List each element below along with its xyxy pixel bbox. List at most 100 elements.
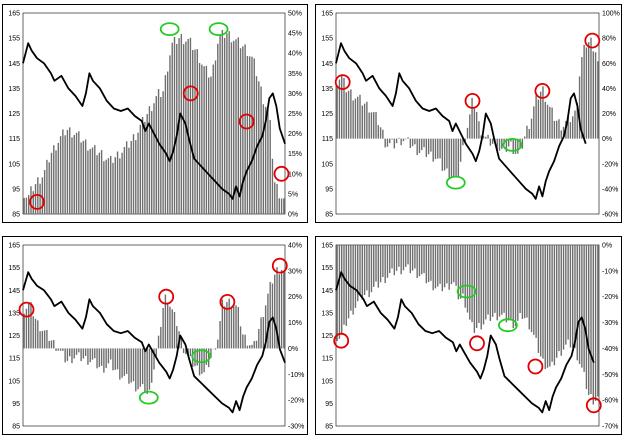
bar (565, 245, 567, 345)
bar (207, 348, 210, 368)
bar (119, 158, 121, 214)
bar (75, 132, 78, 214)
bar (338, 245, 341, 339)
bar (246, 56, 249, 214)
bar (512, 138, 514, 155)
bar (226, 33, 228, 214)
bar (359, 94, 361, 139)
bar (567, 115, 569, 139)
right-tick-label: 20% (288, 294, 302, 301)
bar (82, 140, 85, 214)
bar (66, 348, 69, 361)
bar (23, 313, 25, 349)
bar (578, 76, 581, 139)
bar (485, 136, 487, 139)
bar (581, 57, 583, 139)
bar (112, 348, 114, 371)
bar (223, 37, 226, 215)
bar (450, 245, 453, 285)
bar (203, 66, 205, 214)
bar (57, 142, 60, 214)
bar (269, 281, 271, 349)
bar (59, 136, 62, 214)
bar (471, 245, 473, 323)
right-tick-label: -10% (602, 268, 618, 275)
bar (489, 245, 492, 321)
bar (578, 245, 581, 364)
bar (151, 348, 153, 383)
bar (135, 348, 137, 392)
bar (130, 348, 132, 383)
bar (214, 348, 217, 350)
bar (182, 44, 185, 215)
left-tick-label: 85 (325, 424, 333, 431)
left-tick-label: 135 (8, 310, 20, 317)
bar (416, 138, 418, 156)
bar (253, 341, 255, 349)
bar (110, 348, 112, 360)
bar (223, 306, 226, 349)
bar (434, 245, 437, 289)
green-annotation-circle (191, 349, 212, 364)
bar (555, 120, 558, 139)
bar (379, 127, 382, 139)
bar (389, 138, 391, 144)
bar (437, 245, 439, 287)
bar (384, 245, 386, 284)
bar (46, 329, 48, 349)
bar (283, 198, 285, 214)
bar (448, 245, 450, 290)
right-tick-label: -70% (602, 424, 618, 431)
bar (103, 348, 105, 373)
bar (98, 348, 101, 368)
chart-svg-bottom-left: 165 155 145 135 125 115 105 95 85 40% 30% 20% 10% 0% -… (8, 243, 304, 431)
bar (132, 134, 135, 214)
bar (264, 305, 267, 349)
bar (496, 138, 498, 153)
right-tick-label: 60% (602, 61, 616, 68)
bar (441, 138, 444, 171)
right-tick-label: 25% (288, 111, 302, 118)
bar (521, 245, 524, 319)
bar (585, 47, 588, 139)
bar (382, 245, 384, 277)
bar (173, 311, 176, 349)
bar (489, 138, 492, 146)
bar (455, 245, 457, 286)
right-tick-label: -30% (602, 320, 618, 327)
bar (71, 137, 73, 214)
bar (260, 317, 262, 349)
bar (53, 145, 55, 214)
bar (251, 56, 253, 215)
bar (558, 119, 560, 139)
bar (430, 138, 432, 152)
bar (443, 245, 446, 288)
bar (210, 76, 212, 214)
bar (432, 245, 434, 291)
bar (546, 245, 549, 368)
left-tick-label: 105 (8, 161, 20, 168)
bar (491, 138, 494, 144)
bar (425, 138, 428, 157)
bar (237, 37, 239, 215)
bar (112, 162, 114, 214)
right-tick-label: 100% (602, 11, 620, 18)
bar (475, 245, 478, 328)
bar (262, 104, 265, 214)
bar (201, 348, 203, 374)
bar (512, 245, 514, 329)
bar (377, 125, 380, 139)
left-tick-label: 85 (325, 212, 333, 219)
bar (398, 137, 400, 139)
bar (176, 43, 178, 214)
bar (80, 348, 82, 362)
bar (255, 340, 258, 349)
bar (128, 348, 130, 384)
right-tick-label: 20% (288, 131, 302, 138)
bar (162, 307, 164, 349)
bar (519, 138, 521, 149)
green-annotation-circle (208, 22, 229, 37)
bar (239, 48, 242, 215)
bar (217, 339, 219, 349)
